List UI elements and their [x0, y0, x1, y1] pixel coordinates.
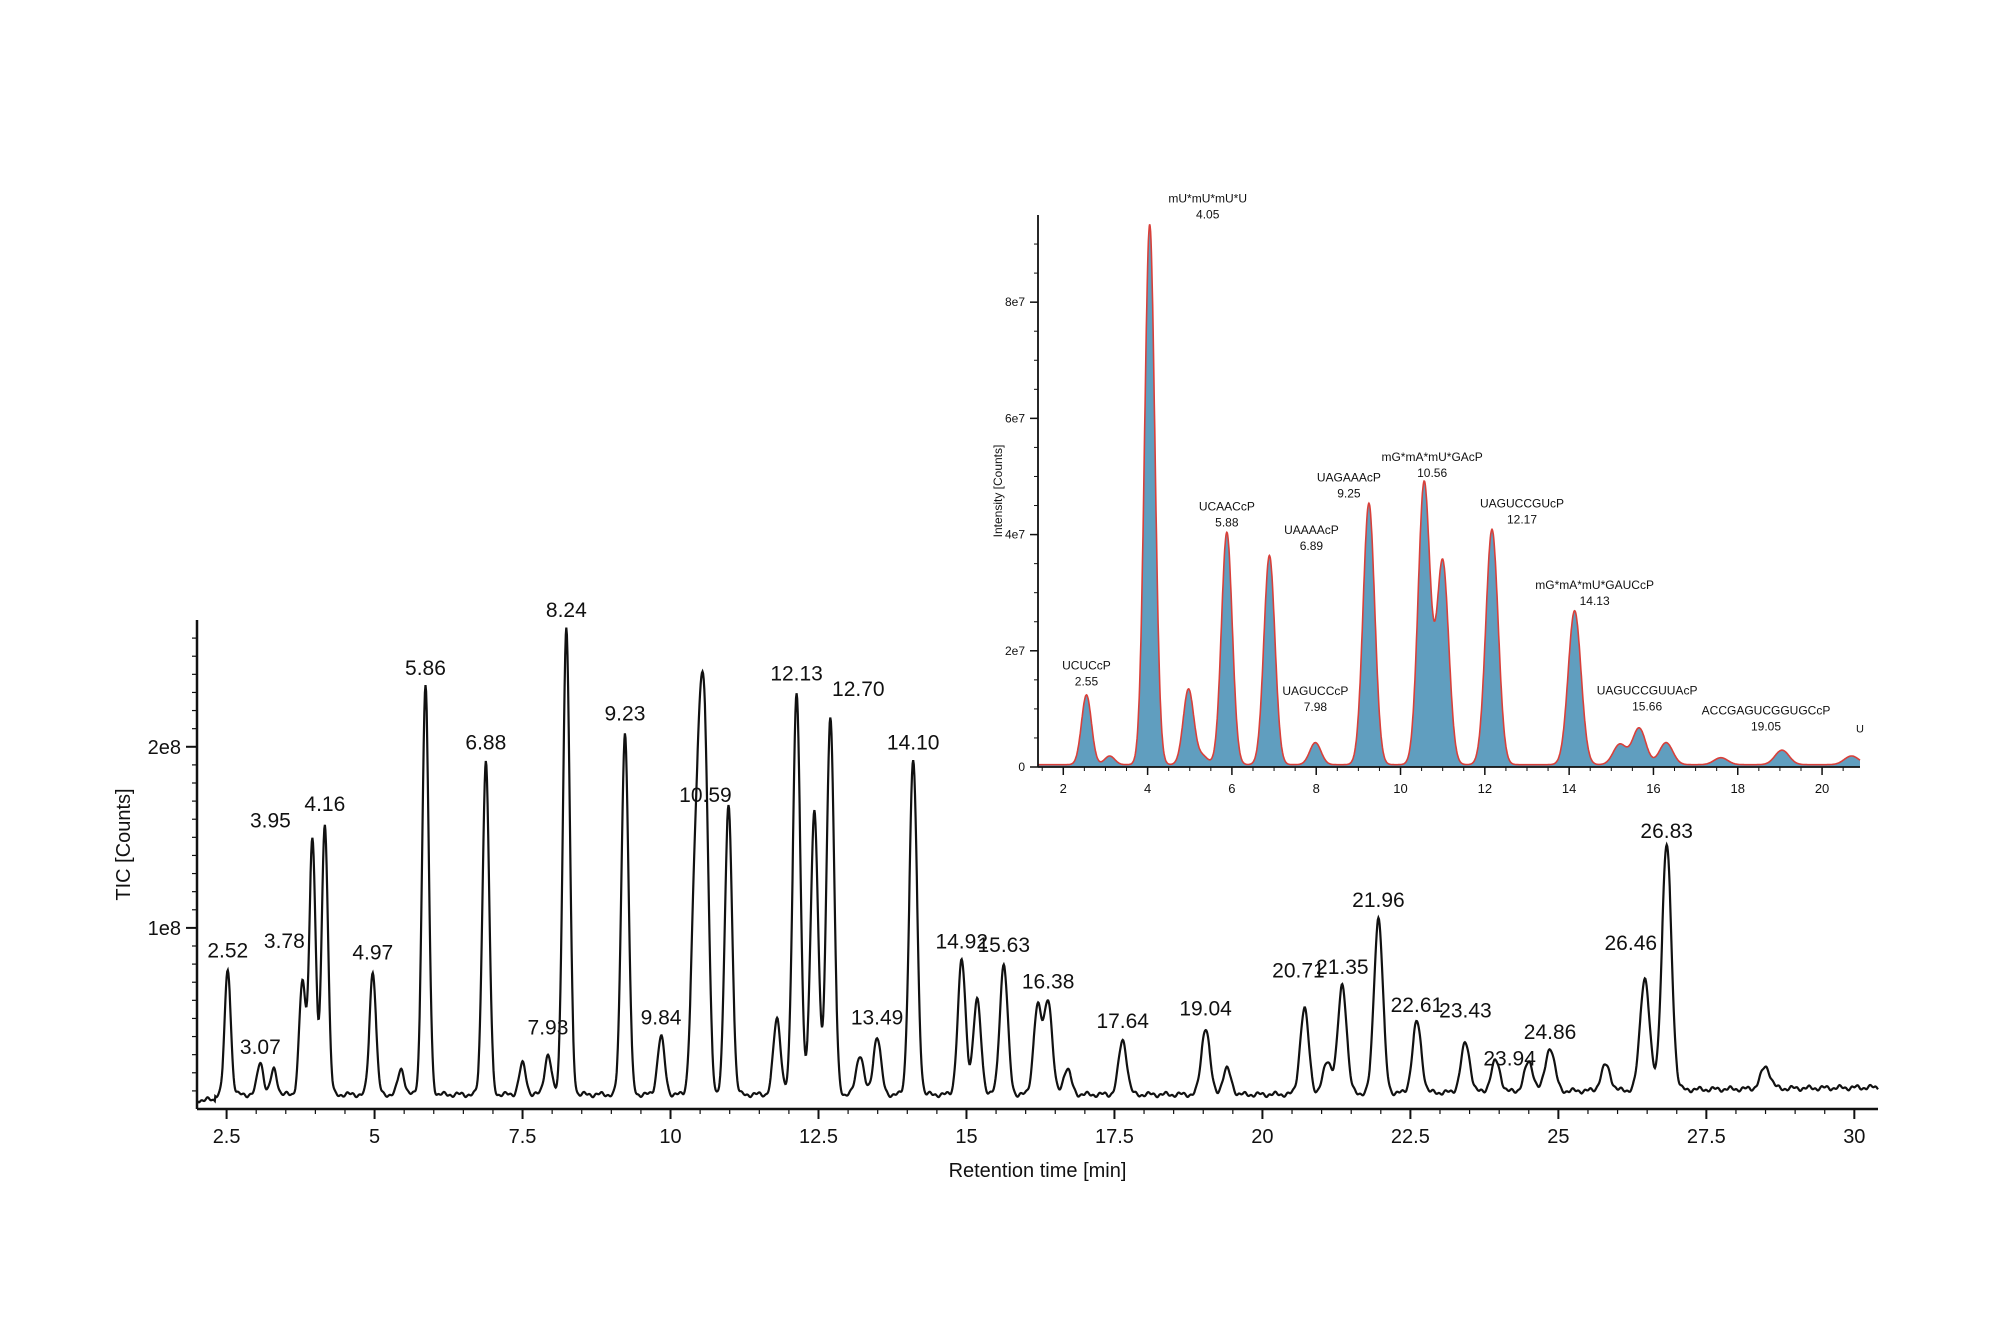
inset-peak-rt-label: 4.05	[1196, 208, 1220, 222]
main-peak-label: 3.07	[240, 1036, 281, 1059]
inset-x-tick-label: 12	[1478, 781, 1492, 796]
main-x-tick-label: 20	[1251, 1126, 1273, 1148]
main-peak-label: 4.97	[352, 941, 393, 964]
inset-peak-rt-label: 5.88	[1215, 516, 1239, 530]
inset-peak-rt-label: 12.17	[1507, 513, 1537, 527]
inset-y-tick-label: 0	[1018, 760, 1025, 774]
main-x-tick-label: 10	[659, 1126, 681, 1148]
main-peak-label: 17.64	[1096, 1010, 1149, 1033]
main-peak-label: 7.93	[528, 1017, 569, 1040]
main-peak-label: 5.86	[405, 657, 446, 680]
inset-peak-compound-label: UAGUCCcP	[1282, 684, 1348, 698]
inset-x-tick-label: 20	[1815, 781, 1829, 796]
main-peak-label: 4.16	[304, 793, 345, 816]
inset-y-tick-label: 4e7	[1005, 528, 1025, 542]
main-peak-label: 19.04	[1179, 998, 1232, 1021]
main-x-tick-label: 5	[369, 1126, 380, 1148]
main-peak-label: 9.23	[605, 702, 646, 725]
main-peak-label: 14.92	[935, 930, 988, 953]
main-peak-label: 6.88	[465, 731, 506, 754]
inset-peak-compound-label: UAGUCCGUcP	[1480, 497, 1564, 511]
main-x-tick-label: 30	[1843, 1126, 1865, 1148]
inset-x-tick-label: 4	[1144, 781, 1151, 796]
main-x-tick-label: 2.5	[213, 1126, 241, 1148]
inset-peak-compound-label: UAGAAAcP	[1317, 471, 1381, 485]
main-x-tick-label: 12.5	[799, 1126, 838, 1148]
inset-peak-compound-label: mG*mA*mU*GAcP	[1381, 450, 1482, 464]
main-peak-label: 22.61	[1391, 994, 1444, 1017]
inset-x-tick-label: 8	[1313, 781, 1320, 796]
inset-x-tick-label: 6	[1228, 781, 1235, 796]
main-peak-label: 2.52	[207, 940, 248, 963]
main-peak-label: 24.86	[1524, 1021, 1577, 1044]
main-peak-label: 10.59	[679, 784, 732, 807]
main-peak-label: 21.35	[1316, 956, 1369, 979]
main-x-tick-label: 15	[955, 1126, 977, 1148]
inset-peak-rt-label: 14.13	[1580, 594, 1610, 608]
inset-y-axis-label: Intensity [Counts]	[991, 445, 1005, 538]
main-chromatogram: 2.5 5 7.5 10 12.5 15 17.5 20 22.5 25 27.5 301e82e8 …	[113, 599, 1879, 1182]
inset-peak-rt-label: 2.55	[1075, 674, 1099, 688]
inset-peak-compound-label: mG*mA*mU*GAUCcP	[1535, 578, 1654, 592]
main-peak-label: 3.78	[264, 930, 305, 953]
inset-peak-rt-label: 6.89	[1300, 539, 1324, 553]
inset-peak-rt-label: 7.98	[1304, 700, 1328, 714]
main-peak-label: 12.70	[832, 678, 885, 701]
main-peak-label: 20.71	[1272, 959, 1325, 982]
main-peak-label: 21.96	[1352, 889, 1405, 912]
inset-x-tick-label: 10	[1393, 781, 1407, 796]
main-peak-label: 12.13	[770, 662, 823, 685]
main-peak-label: 8.24	[546, 599, 587, 622]
main-peak-label: 3.95	[250, 809, 291, 832]
inset-peak-rt-label: 10.56	[1417, 466, 1447, 480]
main-peak-label: 26.83	[1640, 820, 1693, 843]
main-x-tick-label: 25	[1547, 1126, 1569, 1148]
tic-trace	[196, 627, 1879, 1104]
inset-peak-compound-label: UAGUCCGUUAcP	[1597, 683, 1698, 697]
inset-y-tick-label: 2e7	[1005, 644, 1025, 658]
inset-chromatogram: 2 4 6 8 10 12 14 16 18 20 0 2e7 4e7 6e7 8e7 UCUCcP 2.55…	[978, 192, 1875, 812]
main-peak-label: 14.10	[887, 731, 940, 754]
inset-peak-compound-label: U	[1856, 723, 1864, 735]
main-x-tick-label: 22.5	[1391, 1126, 1430, 1148]
main-peak-label: 23.94	[1483, 1048, 1536, 1071]
inset-peak-rt-label: 19.05	[1751, 719, 1781, 733]
inset-trace-outline	[1038, 224, 1861, 766]
inset-y-tick-label: 8e7	[1005, 295, 1025, 309]
main-peak-label: 13.49	[851, 1007, 904, 1030]
main-x-tick-label: 17.5	[1095, 1126, 1134, 1148]
inset-x-tick-label: 18	[1731, 781, 1745, 796]
inset-peak-compound-label: UCAACcP	[1199, 500, 1255, 514]
inset-y-tick-label: 6e7	[1005, 411, 1025, 425]
main-peak-label: 9.84	[641, 1007, 682, 1030]
inset-peak-compound-label: ACCGAGUCGGUGCcP	[1702, 703, 1831, 717]
main-x-tick-label: 7.5	[509, 1126, 537, 1148]
inset-peak-rt-label: 15.66	[1632, 699, 1662, 713]
inset-peak-rt-label: 9.25	[1337, 487, 1361, 501]
inset-peak-compound-label: UCUCcP	[1062, 658, 1111, 672]
main-y-axis-label: TIC [Counts]	[113, 788, 135, 900]
main-peak-label: 15.63	[977, 934, 1030, 957]
inset-peak-compound-label: mU*mU*mU*U	[1168, 192, 1247, 206]
inset-x-tick-label: 2	[1060, 781, 1067, 796]
main-peak-label: 23.43	[1439, 1000, 1492, 1023]
main-peak-label: 26.46	[1605, 932, 1658, 955]
inset-x-tick-label: 16	[1646, 781, 1660, 796]
inset-peak-compound-label: UAAAAcP	[1284, 523, 1339, 537]
inset-x-tick-label: 14	[1562, 781, 1576, 796]
main-x-axis-label: Retention time [min]	[949, 1160, 1127, 1182]
main-peak-label: 16.38	[1022, 970, 1075, 993]
main-y-tick-label: 2e8	[148, 737, 181, 759]
main-x-tick-label: 27.5	[1687, 1126, 1726, 1148]
main-y-tick-label: 1e8	[148, 918, 181, 940]
